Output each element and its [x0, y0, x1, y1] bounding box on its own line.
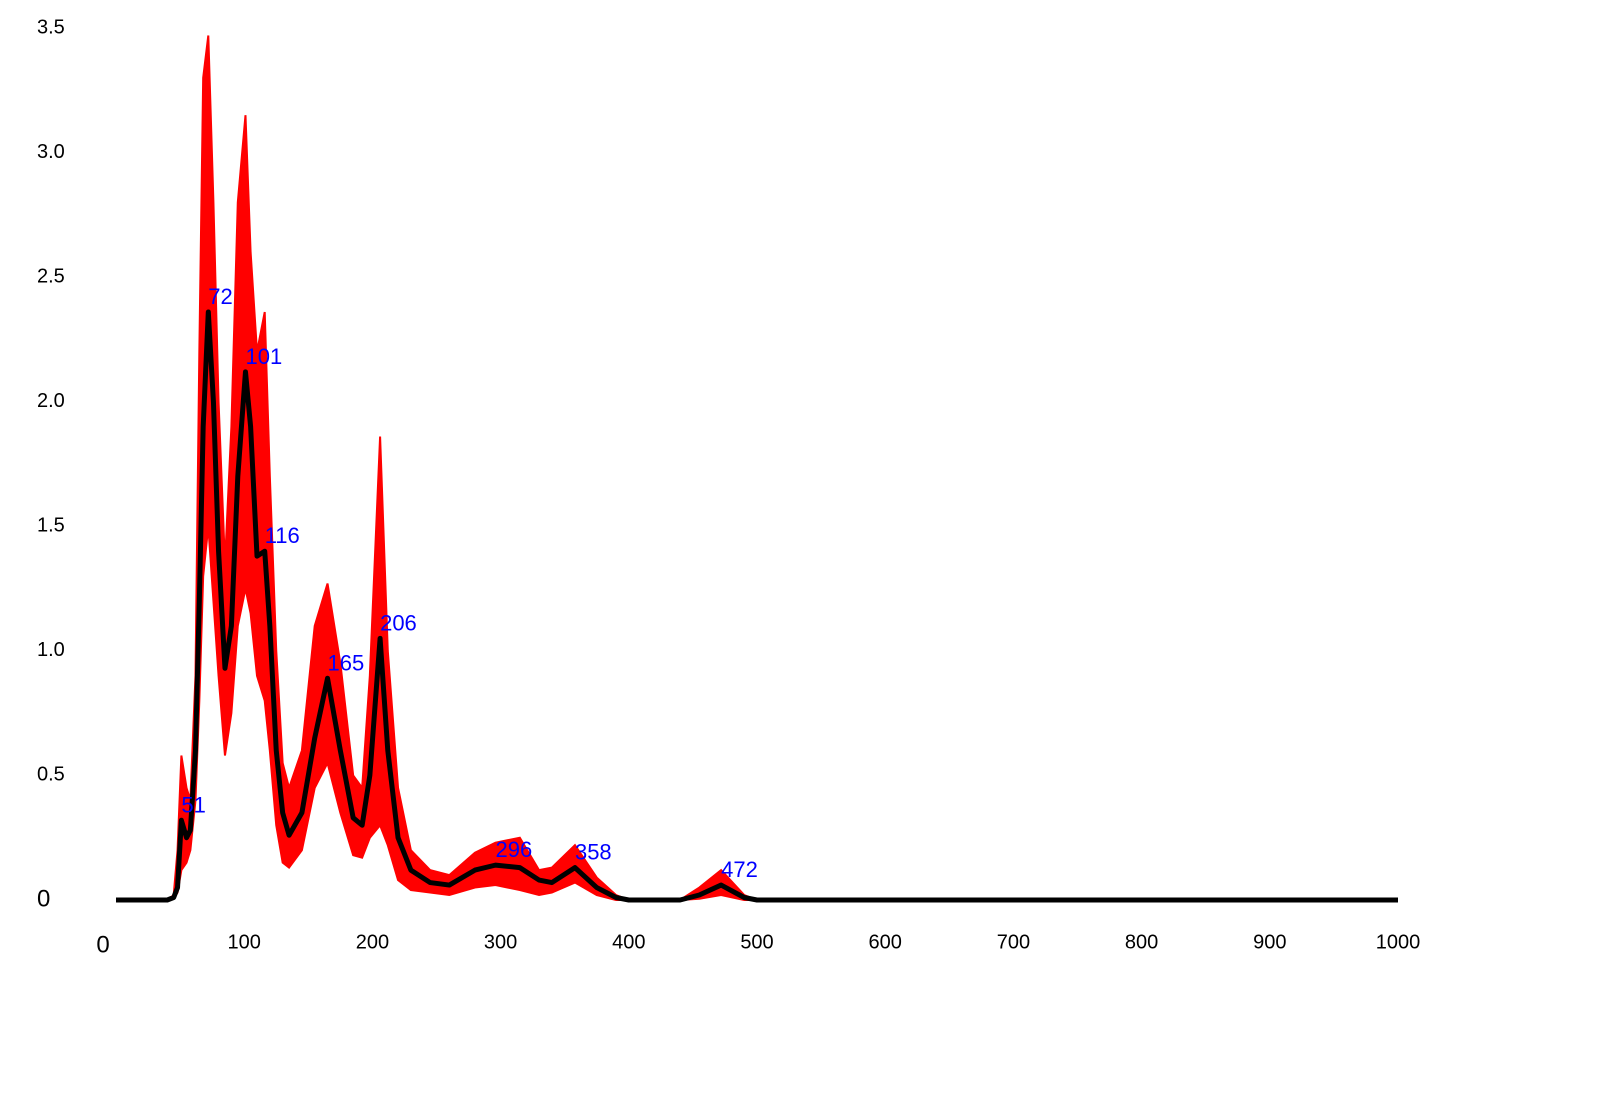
- x-tick-label: 300: [484, 931, 517, 953]
- y-tick-label: 2.5: [37, 265, 65, 287]
- y-tick-label: 2.0: [37, 390, 65, 412]
- y-tick-label: 3.5: [37, 16, 65, 38]
- x-tick-label: 900: [1253, 931, 1286, 953]
- y-tick-label: 1.5: [37, 515, 65, 537]
- line: [116, 309, 1398, 903]
- x-tick-label: 0: [96, 931, 109, 958]
- x-tick-label: 500: [740, 931, 773, 953]
- peak-label: 51: [181, 792, 205, 817]
- x-tick-label: 400: [612, 931, 645, 953]
- peak-label: 72: [208, 284, 232, 309]
- peak-label: 472: [721, 857, 758, 882]
- peak-label: 206: [380, 610, 417, 635]
- peak-label: 101: [245, 344, 282, 369]
- x-tick-label: 100: [228, 931, 261, 953]
- x-tick-label: 1000: [1376, 931, 1421, 953]
- y-tick-label: 1.0: [37, 639, 65, 661]
- error-band: [116, 35, 1398, 901]
- x-tick-label: 200: [356, 931, 389, 953]
- peak-label: 116: [265, 523, 300, 548]
- peak-label: 296: [495, 837, 532, 862]
- peak-label: 358: [575, 840, 612, 865]
- y-tick-label: 0.5: [37, 764, 65, 786]
- x-tick-label: 600: [869, 931, 902, 953]
- y-tick-label: 3.0: [37, 141, 65, 163]
- y-tick-label: 0: [37, 885, 50, 912]
- peak-label: 165: [328, 650, 365, 675]
- x-tick-label: 700: [997, 931, 1030, 953]
- x-tick-label: 800: [1125, 931, 1158, 953]
